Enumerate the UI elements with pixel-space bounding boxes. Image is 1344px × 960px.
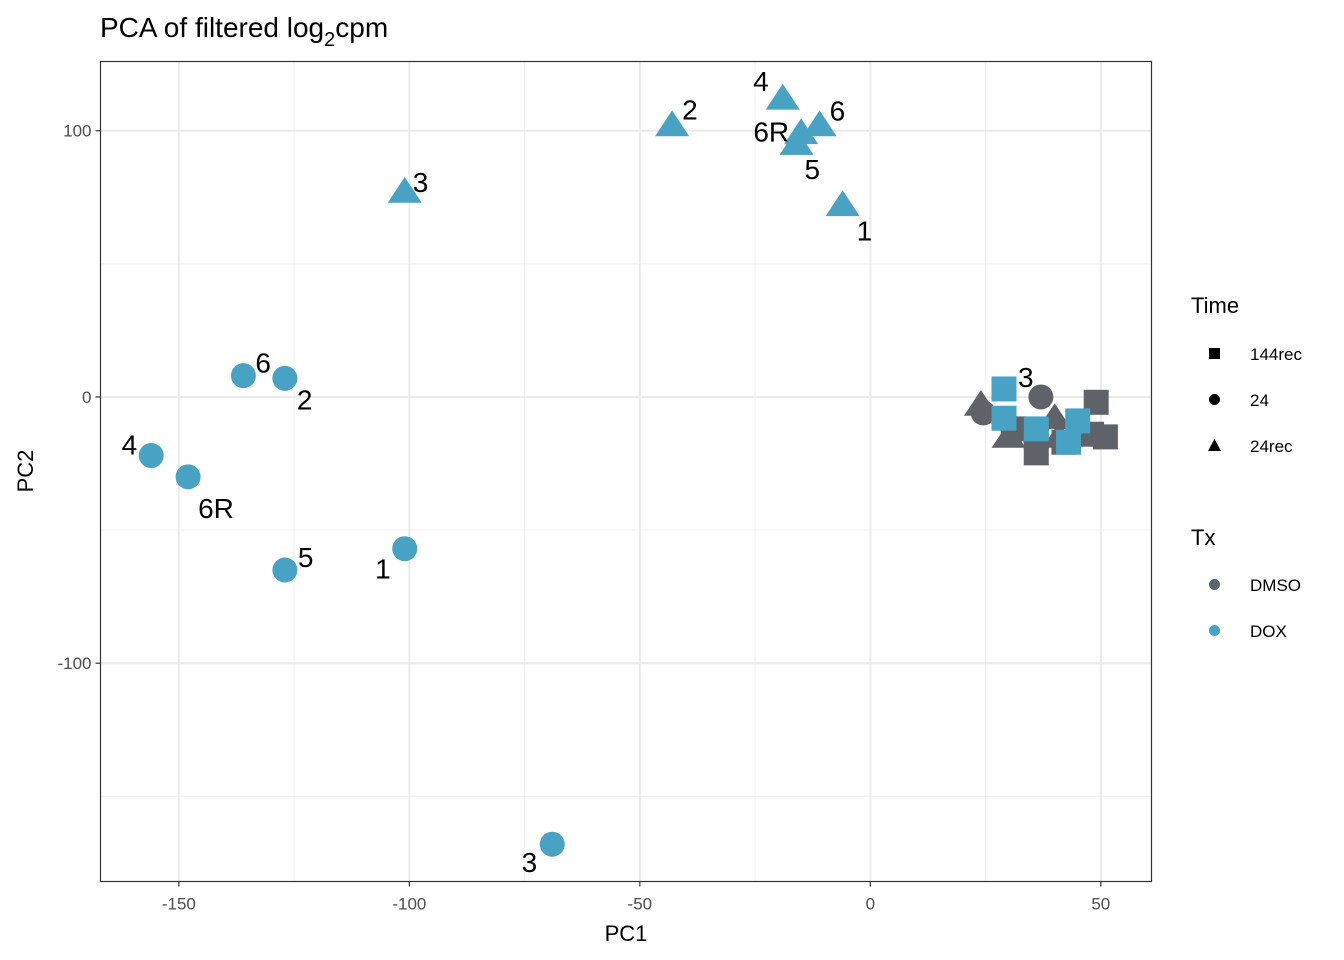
data-point-square — [1065, 408, 1091, 434]
point-label: 6 — [255, 348, 271, 379]
legend-dox-key — [1209, 625, 1220, 636]
data-point-circle — [272, 365, 298, 391]
data-point-triangle — [765, 83, 800, 110]
legend-time-title: Time — [1191, 293, 1239, 318]
point-label: 3 — [413, 167, 429, 198]
legend-time-label-24rec: 24rec — [1250, 437, 1293, 456]
y-tick-label: 100 — [63, 122, 91, 141]
legend-tx-label-dmso: DMSO — [1250, 576, 1301, 595]
x-axis-title: PC1 — [605, 921, 648, 946]
data-point-circle — [1028, 384, 1054, 410]
data-point-triangle — [779, 129, 814, 155]
x-tick-label: -50 — [628, 895, 653, 914]
chart-title: PCA of filtered log2cpm — [100, 12, 388, 51]
point-label: 1 — [857, 215, 873, 246]
point-label: 6 — [830, 95, 846, 126]
point-label: 2 — [682, 94, 698, 125]
data-point-circle — [970, 400, 996, 426]
point-label: 5 — [298, 542, 314, 573]
legend-dmso-key — [1209, 579, 1220, 590]
point-label: 5 — [805, 154, 821, 185]
y-tick-label: 0 — [82, 388, 91, 407]
legend-tx: Tx DMSO DOX — [1191, 525, 1301, 641]
x-axis-ticks: -150 -100 -50 0 50 — [162, 881, 1110, 914]
data-point-square — [1023, 416, 1049, 442]
legend-square-key — [1209, 348, 1220, 359]
point-label: 3 — [522, 847, 538, 878]
data-point-triangle — [387, 176, 422, 203]
legend-time-label-144rec: 144rec — [1250, 345, 1302, 364]
data-point-square — [1023, 440, 1049, 466]
legend-triangle-key — [1208, 439, 1221, 451]
data-point-square — [991, 376, 1017, 402]
panel-border — [99, 60, 1153, 883]
legend-tx-label-dox: DOX — [1250, 622, 1287, 641]
panel-background — [100, 61, 1152, 882]
point-label: 6R — [753, 116, 789, 147]
data-point-circle — [138, 443, 164, 469]
data-point-circle — [539, 831, 565, 857]
data-points — [138, 83, 1118, 857]
data-point-triangle — [655, 110, 690, 137]
x-tick-label: 50 — [1091, 895, 1110, 914]
point-label: 3 — [1018, 362, 1034, 393]
legend-time-label-24: 24 — [1250, 391, 1269, 410]
data-point-square — [1056, 429, 1082, 455]
point-label: 4 — [753, 66, 769, 97]
legend-time: Time 144rec 24 24rec — [1191, 293, 1302, 456]
x-tick-label: 0 — [866, 895, 875, 914]
y-tick-label: -100 — [57, 654, 91, 673]
legend-tx-title: Tx — [1191, 525, 1215, 550]
data-point-circle — [230, 363, 256, 389]
point-label: 4 — [122, 430, 138, 461]
point-label: 6R — [198, 493, 234, 524]
y-axis-ticks: -100 0 100 — [57, 122, 101, 673]
data-point-triangle — [802, 110, 837, 137]
data-point-circle — [392, 536, 418, 562]
x-tick-label: -100 — [392, 895, 426, 914]
point-label: 2 — [297, 384, 313, 415]
data-point-triangle — [825, 190, 860, 217]
data-point-circle — [175, 464, 201, 490]
y-axis-title: PC2 — [13, 450, 38, 493]
x-tick-label: -150 — [162, 895, 196, 914]
point-label: 1 — [375, 554, 391, 585]
legend-circle-key — [1209, 394, 1220, 405]
data-point-square — [991, 405, 1017, 431]
data-point-square — [1092, 424, 1118, 450]
data-point-circle — [272, 557, 298, 583]
